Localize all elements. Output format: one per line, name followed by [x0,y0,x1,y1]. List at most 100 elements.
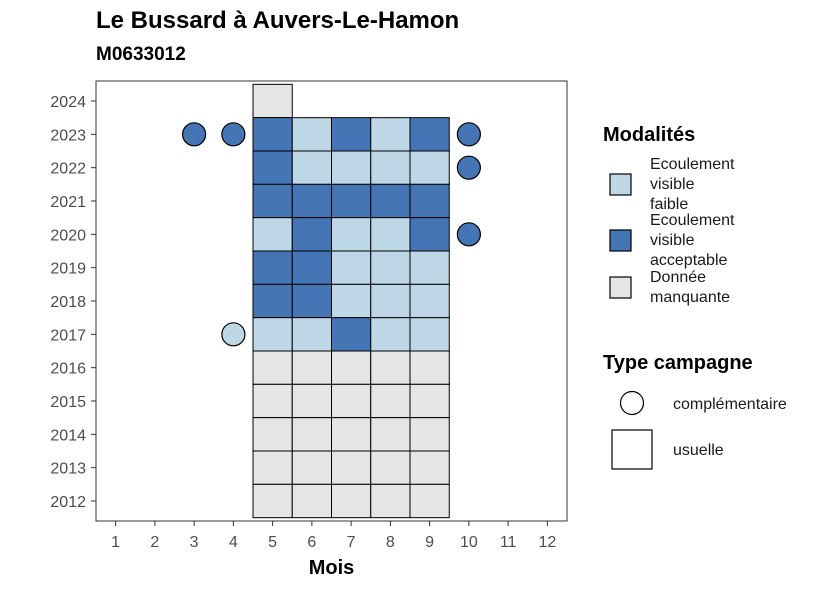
tile-layer [252,83,450,519]
point-2017-4 [221,322,246,347]
y-tick-label: 2016 [50,361,86,378]
point-2020-10 [456,222,481,247]
legend-label-complementaire: complémentaire [673,396,787,413]
legend-key-complementaire [619,390,645,416]
tile-2015-5 [252,383,293,419]
tile-2021-7 [331,183,372,219]
tile-2013-8 [370,450,411,485]
tile-2018-5 [252,283,293,319]
tile-2012-8 [370,483,411,519]
tile-2017-7 [331,317,372,352]
tile-2022-9 [409,150,450,185]
legend-label-acceptable: Ecoulement visible acceptable [650,212,735,269]
point-2023-4 [221,122,246,147]
x-tick-label: 4 [229,534,238,551]
tile-2024-5 [252,83,293,119]
tile-2016-9 [409,350,450,385]
tile-2016-5 [252,350,293,385]
tile-2013-9 [409,450,450,485]
x-tick-label: 9 [425,534,434,551]
point-2023-10 [456,122,481,147]
tile-2021-6 [291,183,332,219]
tile-2012-9 [409,483,450,519]
y-tick-label: 2018 [50,294,86,311]
legend-title-type-campagne: Type campagne [603,352,753,374]
tile-2012-6 [291,483,332,519]
legend: Modalités Ecoulement visible faibleEcouleme… [603,124,787,470]
chart-subtitle: M0633012 [96,44,186,65]
tile-2022-8 [370,150,411,185]
tile-2018-6 [291,283,332,319]
y-tick-label: 2021 [50,194,86,211]
x-tick-label: 3 [190,534,199,551]
x-tick-label: 5 [268,534,277,551]
tile-2014-8 [370,417,411,452]
legend-key-faible [609,173,632,196]
tile-2019-8 [370,250,411,285]
tile-2015-6 [291,383,332,419]
tile-2020-6 [291,217,332,252]
tile-2015-9 [409,383,450,419]
y-tick-label: 2022 [50,161,86,178]
tile-2014-7 [331,417,372,452]
x-tick-label: 10 [460,534,478,551]
tile-2015-8 [370,383,411,419]
x-tick-label: 12 [538,534,556,551]
tile-2023-9 [409,117,450,152]
tile-2017-8 [370,317,411,352]
x-tick-label: 11 [500,534,517,551]
tile-2012-5 [252,483,293,519]
tile-2017-5 [252,317,293,352]
tile-2013-5 [252,450,293,485]
tile-2014-6 [291,417,332,452]
y-tick-label: 2023 [50,127,86,144]
y-tick-label: 2012 [50,494,86,511]
tile-2016-6 [291,350,332,385]
tile-2015-7 [331,383,372,419]
y-tick-label: 2013 [50,461,86,478]
tile-2022-6 [291,150,332,185]
tile-2018-8 [370,283,411,319]
tile-2013-7 [331,450,372,485]
tile-2023-6 [291,117,332,152]
x-tick-label: 1 [111,534,120,551]
tile-2016-8 [370,350,411,385]
tile-2018-7 [331,283,372,319]
x-axis: 1 2 3 4 5 6 7 8 9 10 11 12 [111,521,556,551]
tile-2017-6 [291,317,332,352]
tile-2023-7 [331,117,372,152]
y-tick-label: 2019 [50,261,86,278]
legend-label-usuelle: usuelle [673,442,724,459]
y-tick-label: 2014 [50,427,86,444]
tile-2019-7 [331,250,372,285]
tile-2014-5 [252,417,293,452]
y-tick-label: 2020 [50,227,86,244]
tile-2023-8 [370,117,411,152]
y-tick-label: 2017 [50,327,86,344]
legend-key-usuelle [611,429,653,470]
x-tick-label: 2 [150,534,159,551]
tile-2020-9 [409,217,450,252]
y-tick-label: 2024 [50,94,86,111]
tile-2014-9 [409,417,450,452]
tile-2016-7 [331,350,372,385]
tile-2018-9 [409,283,450,319]
tile-2020-5 [252,217,293,252]
tile-2020-7 [331,217,372,252]
tile-2017-9 [409,317,450,352]
x-tick-label: 6 [307,534,316,551]
point-layer [182,122,481,347]
tile-2021-5 [252,183,293,219]
tile-2012-7 [331,483,372,519]
x-axis-title: Mois [309,557,355,579]
legend-key-acceptable [609,229,632,252]
x-tick-label: 8 [386,534,395,551]
x-tick-label: 7 [347,534,356,551]
tile-2022-5 [252,150,293,185]
tile-2023-5 [252,117,293,152]
chart-title: Le Bussard à Auvers-Le-Hamon [96,7,460,34]
tile-2021-9 [409,183,450,219]
point-2023-3 [182,122,207,147]
tile-2022-7 [331,150,372,185]
